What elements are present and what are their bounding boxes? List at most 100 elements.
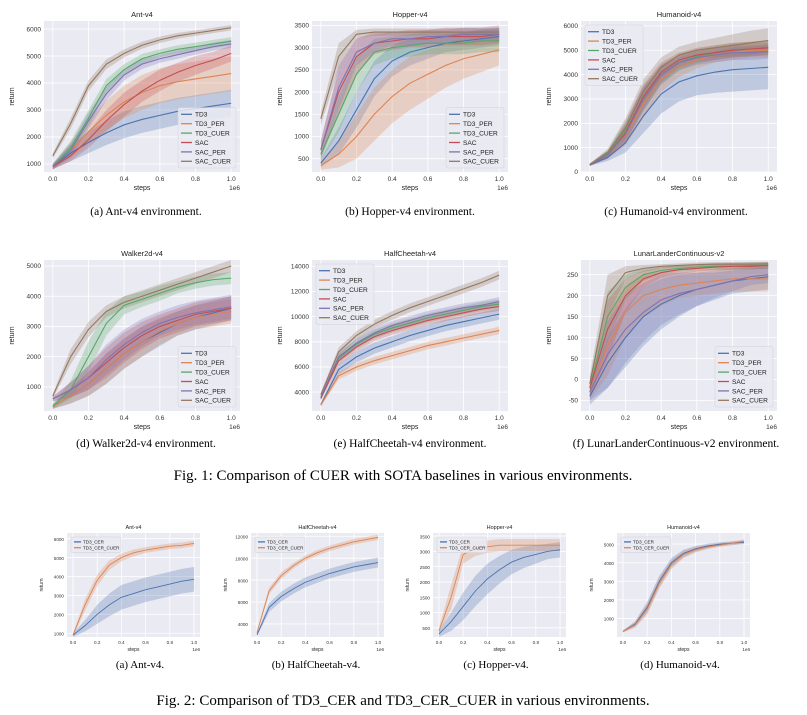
series-band-td3-cuer — [320, 299, 500, 401]
chart-lunarlander: 0.0 0.2 0.4 0.6 0.8 1.0 -50 0 50 100 150 200 250 Luna… — [546, 249, 779, 450]
legend-label: SAC — [732, 379, 746, 386]
y-tick-label: 4000 — [27, 80, 42, 87]
y-tick-label: 2000 — [564, 120, 579, 127]
chart-title: LunarLanderContinuous-v2 — [634, 249, 725, 258]
y-tick-label: 0 — [574, 377, 578, 384]
legend-label: TD3_CUER — [195, 131, 230, 138]
legend-label: TD3_CER_CUER — [449, 545, 486, 550]
legend-label: SAC — [602, 57, 616, 64]
x-axis-label: steps — [134, 424, 151, 431]
series-line-td3-cer-cuer — [622, 540, 745, 632]
y-tick-label: 3000 — [54, 594, 65, 599]
x-tick-label: 0.4 — [388, 176, 397, 183]
x-tick-label: 0.4 — [388, 415, 397, 422]
y-tick-label: 10000 — [235, 556, 248, 561]
y-tick-label: 6000 — [27, 26, 42, 33]
x-tick-label: 0.8 — [533, 640, 540, 645]
chart-ant2: 0.0 0.2 0.4 0.6 0.8 1.0 1000 2000 3000 4000 5000 60… — [39, 525, 200, 671]
chart-title: Walker2d-v4 — [121, 249, 163, 258]
charts-layer: 0.0 0.2 0.4 0.6 0.8 1.01000200030004000500060… — [9, 10, 779, 671]
legend-label: TD3_PER — [732, 360, 762, 367]
series-line-td3-cuer — [52, 277, 232, 407]
x-tick-label: 0.2 — [621, 415, 630, 422]
y-tick-label: 1000 — [27, 161, 42, 168]
legend-label: TD3_PER — [602, 39, 632, 46]
y-tick-label: 50 — [571, 356, 579, 363]
x-tick-label: 0.0 — [620, 640, 627, 645]
x-tick-label: 0.8 — [191, 415, 200, 422]
y-tick-label: 3500 — [295, 23, 310, 30]
series-line-td3-cer — [622, 541, 745, 632]
series-band-td3-per — [52, 56, 232, 170]
legend-label: SAC_PER — [463, 149, 494, 156]
series-line-sac-per — [320, 33, 500, 150]
legend-label: SAC_CUER — [732, 398, 768, 405]
series-band-sac-per — [589, 266, 769, 401]
chart-humanoid2: 0.0 0.2 0.4 0.6 0.8 1.0 1000 2000 3000 4000 5000 Hu… — [589, 525, 750, 671]
y-tick-label: 12000 — [291, 289, 309, 296]
legend-label: TD3_CUER — [195, 370, 230, 377]
series-line-sac-per — [589, 274, 769, 393]
series-band-td3-cer-cuer — [438, 539, 561, 634]
x-tick-label: 0.4 — [120, 176, 129, 183]
figure1-caption: Fig. 1: Comparison of CUER with SOTA bas… — [174, 468, 633, 484]
chart-title: Ant-v4 — [126, 525, 142, 531]
series-line-sac — [320, 306, 500, 399]
series-line-td3-cuer — [320, 303, 500, 399]
y-tick-label: 250 — [567, 272, 578, 279]
y-axis-label: return — [546, 326, 553, 344]
chart-title: Ant-v4 — [131, 10, 153, 19]
x-tick-label: 0.2 — [94, 640, 101, 645]
y-tick-label: 5000 — [564, 47, 579, 54]
subfigure-caption: (b) Hopper-v4 environment. — [345, 206, 475, 218]
x-axis-label: steps — [671, 185, 688, 192]
series-line-td3-cuer — [320, 40, 500, 155]
y-tick-label: 200 — [567, 293, 578, 300]
x-axis-multiplier: 1e6 — [742, 647, 750, 652]
y-tick-label: 2000 — [27, 354, 42, 361]
x-tick-label: 0.6 — [423, 176, 432, 183]
subfigure-caption: (d) Walker2d-v4 environment. — [76, 438, 216, 450]
y-tick-label: 4000 — [238, 622, 249, 627]
series-line-td3-cer — [438, 549, 561, 635]
legend-label: SAC_PER — [195, 388, 226, 395]
y-tick-label: -50 — [569, 398, 579, 405]
series-band-td3 — [589, 264, 769, 405]
legend-label: SAC_PER — [195, 149, 226, 156]
chart-halfcheetah2: 0.0 0.2 0.4 0.6 0.8 1.0 4000 6000 8000 10000 12000… — [223, 525, 384, 671]
legend: TD3 TD3_PER TD3_CUER SAC SAC_PER SAC_CUER — [177, 107, 237, 169]
series-line-td3 — [320, 313, 500, 405]
x-axis-label: steps — [678, 647, 690, 653]
y-axis-label: return — [405, 578, 411, 591]
series-line-sac-cuer — [320, 31, 500, 119]
y-tick-label: 12000 — [235, 534, 248, 539]
x-axis-label: steps — [134, 185, 151, 192]
y-tick-label: 1500 — [295, 111, 310, 118]
y-tick-label: 1000 — [27, 384, 42, 391]
y-tick-label: 6000 — [238, 600, 249, 605]
legend-label: SAC_CUER — [463, 159, 499, 166]
x-tick-label: 0.0 — [70, 640, 77, 645]
series-band-sac — [52, 296, 232, 402]
legend-label: SAC — [195, 140, 209, 147]
x-tick-label: 1.0 — [227, 415, 236, 422]
legend-label: TD3_PER — [463, 121, 493, 128]
y-tick-label: 4000 — [54, 575, 65, 580]
series-band-td3-cer-cuer — [622, 539, 745, 633]
series-band-td3-cer-cuer — [256, 534, 379, 635]
legend-label: TD3_CUER — [732, 370, 767, 377]
x-tick-label: 0.4 — [657, 415, 666, 422]
series-band-sac — [52, 45, 232, 170]
legend-label: TD3 — [333, 268, 346, 275]
series-line-sac-per — [589, 50, 769, 166]
x-tick-label: 0.4 — [484, 640, 491, 645]
x-tick-label: 0.2 — [352, 176, 361, 183]
chart-walker: 0.0 0.2 0.4 0.6 0.8 1.0 1000 2000 3000 4000 5000 Wa… — [9, 249, 240, 450]
chart-hopper2: 0.0 0.2 0.4 0.6 0.8 1.0 500 1000 1500 2000 2500 300… — [405, 525, 566, 671]
legend-label: TD3_CUER — [333, 287, 368, 294]
legend: TD3 TD3_PER TD3_CUER SAC SAC_PER SAC_CUER — [714, 346, 774, 408]
x-tick-label: 0.0 — [254, 640, 261, 645]
legend-label: TD3_CER — [83, 540, 105, 545]
x-tick-label: 0.6 — [423, 415, 432, 422]
